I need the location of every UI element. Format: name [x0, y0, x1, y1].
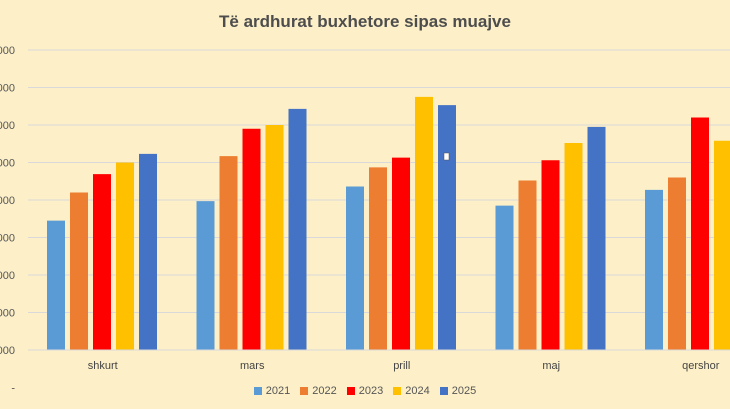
- x-category-label: mars: [240, 360, 265, 372]
- small-marker: [443, 152, 450, 161]
- legend-item-2024: 2024: [393, 385, 430, 397]
- legend-label: 2024: [405, 385, 430, 397]
- x-category-label: qershor: [682, 360, 720, 372]
- bar-prill-2025: [438, 105, 456, 350]
- legend-swatch: [300, 387, 309, 395]
- legend-swatch: [393, 387, 402, 395]
- bar-maj-2025: [587, 126, 606, 350]
- y-tick-label: 000: [0, 83, 15, 95]
- bar-mars-2022: [219, 156, 238, 350]
- y-tick-label: 000: [0, 120, 15, 132]
- y-tick-label: -: [11, 383, 15, 395]
- bar-qershor-2023: [691, 117, 709, 350]
- bar-maj-2022: [518, 180, 537, 350]
- y-tick-label: 000: [0, 45, 15, 57]
- bar-mars-2025: [288, 108, 307, 350]
- legend-label: 2021: [265, 385, 291, 397]
- x-axis-categories: shkurt mars prill maj qershor: [88, 360, 720, 372]
- bar-shkurt-2024: [116, 162, 134, 350]
- bar-shkurt-2023: [93, 174, 111, 350]
- y-tick-label: 000: [0, 158, 15, 170]
- legend-label: 2023: [358, 385, 384, 397]
- y-tick-label: 000: [0, 270, 15, 282]
- y-tick-label: 000: [0, 345, 15, 357]
- bar-mars-2024: [265, 125, 284, 350]
- bar-qershor-2021: [645, 189, 663, 350]
- y-tick-label: 000: [0, 195, 15, 207]
- x-category-label: shkurt: [88, 360, 118, 372]
- chart-title: Të ardhurat buxhetore sipas muajve: [219, 12, 511, 31]
- y-axis-ticks: - 000 000 000 000 000 000 000 000 000: [0, 45, 15, 395]
- legend-item-2021: 2021: [253, 385, 291, 397]
- legend-swatch: [439, 387, 448, 395]
- y-tick-label: 000: [0, 308, 15, 320]
- bar-mars-2023: [242, 128, 261, 350]
- bar-prill-2024: [415, 96, 433, 350]
- x-category-label: prill: [393, 360, 410, 372]
- bar-mars-2021: [196, 201, 215, 350]
- legend-swatch: [346, 387, 355, 395]
- bar-qershor-2024: [714, 140, 730, 350]
- bar-maj-2023: [541, 160, 560, 350]
- legend-item-2022: 2022: [300, 385, 337, 397]
- legend-item-2023: 2023: [346, 385, 384, 397]
- bar-prill-2023: [392, 157, 410, 350]
- legend: 2021 2022 2023 2024 2025: [0, 385, 730, 397]
- bar-shkurt-2022: [70, 192, 88, 350]
- x-category-label: maj: [542, 360, 560, 372]
- y-tick-label: 000: [0, 233, 15, 245]
- legend-item-2025: 2025: [439, 385, 477, 397]
- bar-qershor-2022: [668, 177, 686, 350]
- bar-maj-2021: [495, 205, 514, 350]
- legend-swatch: [253, 387, 262, 395]
- bar-prill-2022: [369, 167, 387, 350]
- bar-shkurt-2021: [47, 220, 65, 350]
- bar-prill-2021: [346, 186, 364, 350]
- bars: [47, 96, 730, 350]
- legend-label: 2025: [451, 385, 477, 397]
- bar-maj-2024: [564, 143, 583, 350]
- bar-shkurt-2025: [139, 153, 157, 350]
- legend-label: 2022: [312, 385, 337, 397]
